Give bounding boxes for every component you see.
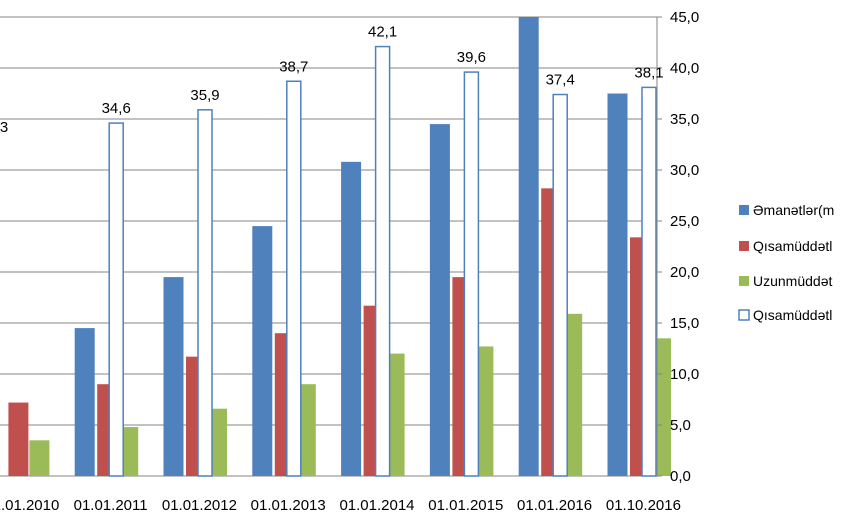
x-tick-label: 01.10.2016 — [606, 497, 681, 514]
legend-label: Əmanətlər(m — [753, 202, 834, 218]
x-tick-label: 01.01.2012 — [162, 497, 237, 514]
data-label: 39,6 — [457, 49, 486, 66]
bar-outline — [552, 93, 568, 477]
data-label: 42,1 — [368, 24, 397, 41]
bar — [429, 124, 450, 476]
x-tick-label: 01.01.2011 — [74, 497, 148, 514]
legend-swatch — [739, 276, 749, 286]
bars — [8, 17, 671, 477]
bar-outline — [108, 122, 124, 477]
legend-swatch — [739, 241, 749, 251]
bar-outline — [463, 71, 480, 477]
bar — [8, 402, 29, 476]
bar-outline — [197, 109, 213, 477]
data-label: 38,7 — [279, 58, 308, 75]
data-label: 34,6 — [102, 100, 131, 117]
y-tick-label: 25,0 — [670, 213, 699, 230]
x-tick-label: 01.01.2013 — [251, 497, 326, 514]
y-tick-label: 20,0 — [670, 264, 699, 281]
bar — [341, 161, 362, 476]
legend-swatch — [738, 309, 750, 321]
bar — [252, 226, 273, 476]
y-tick-label: 10,0 — [670, 366, 699, 383]
y-tick-label: 45,0 — [670, 9, 699, 26]
y-tick-label: 15,0 — [670, 315, 699, 332]
data-labels: 3 34,6 35,9 38,7 42,1 39,6 37,4 38,1 — [0, 24, 664, 136]
bar — [518, 17, 539, 476]
x-tick-label: 01.01.2016 — [517, 497, 592, 514]
data-label: 35,9 — [190, 87, 219, 104]
y-tick-label: 0,0 — [670, 468, 691, 485]
legend-swatch — [739, 205, 749, 215]
y-axis: 0,0 5,0 10,0 15,0 20,0 25,0 30,0 35,0 40,0 45,0 — [656, 9, 699, 485]
bar-outline — [374, 45, 391, 477]
y-tick-label: 40,0 — [670, 60, 699, 77]
bar — [74, 328, 95, 476]
data-label: 37,4 — [546, 72, 575, 89]
x-tick-label: 01.01.2010 — [0, 497, 59, 514]
legend: Əmanətlər(m Qısamüddətl Uzunmüddət Qısamüdd… — [738, 202, 834, 323]
y-tick-label: 35,0 — [670, 111, 699, 128]
x-tick-label: 01.01.2015 — [428, 497, 503, 514]
legend-label: Qısamüddətl — [753, 307, 832, 323]
bar-outline — [641, 86, 657, 477]
legend-label: Uzunmüddət — [753, 273, 832, 289]
data-label: 3 — [0, 119, 8, 136]
x-tick-label: 01.01.2014 — [339, 497, 414, 514]
bar — [163, 277, 184, 476]
y-tick-label: 30,0 — [670, 162, 699, 179]
y-tick-label: 5,0 — [670, 417, 691, 434]
bar — [607, 93, 628, 476]
bar — [29, 440, 50, 476]
bar-outline — [286, 80, 302, 477]
legend-label: Qısamüddətl — [753, 238, 832, 254]
data-label: 38,1 — [634, 64, 663, 81]
x-axis-labels: 01.01.2010 01.01.2011 01.01.2012 01.01.2013… — [0, 497, 681, 514]
